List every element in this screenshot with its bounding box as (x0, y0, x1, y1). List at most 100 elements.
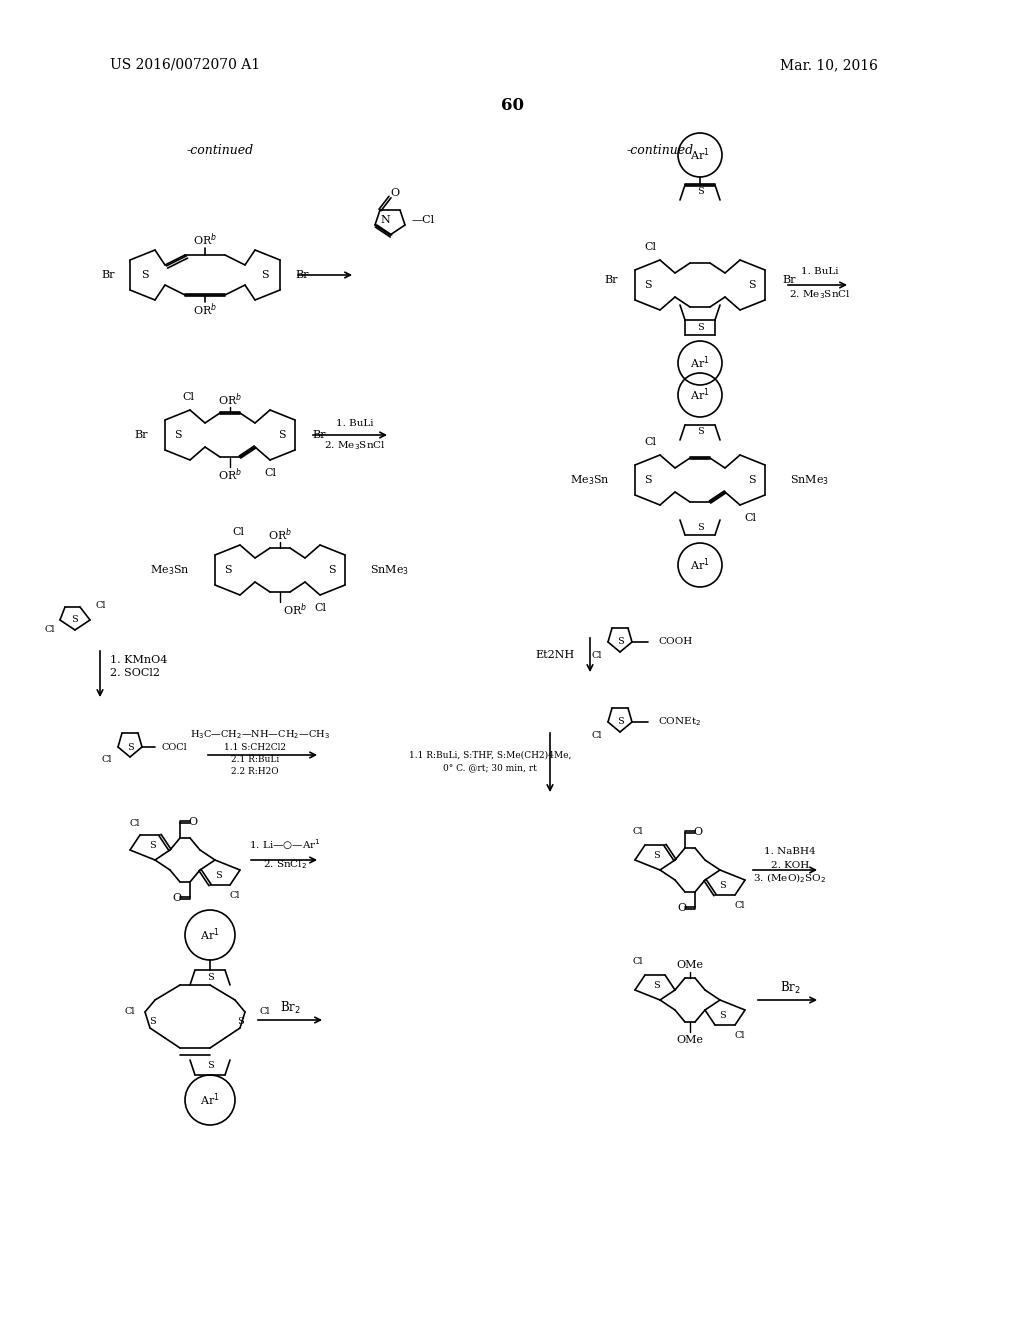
Text: O: O (678, 903, 686, 913)
Text: Br: Br (604, 275, 618, 285)
Text: S: S (653, 981, 660, 990)
Text: OR$^b$: OR$^b$ (218, 467, 242, 483)
Text: 1. BuLi: 1. BuLi (801, 268, 839, 276)
Text: Cl: Cl (229, 891, 241, 900)
Text: Br: Br (134, 430, 148, 440)
Text: Cl: Cl (125, 1007, 135, 1016)
Text: S: S (141, 271, 148, 280)
Text: 60: 60 (501, 96, 523, 114)
Text: OR$^b$: OR$^b$ (193, 232, 217, 248)
Text: S: S (696, 524, 703, 532)
Text: SnMe$_3$: SnMe$_3$ (790, 473, 829, 487)
Text: Me$_3$Sn: Me$_3$Sn (570, 473, 610, 487)
Text: S: S (696, 187, 703, 197)
Text: 1. BuLi: 1. BuLi (336, 418, 374, 428)
Text: COCl: COCl (162, 742, 187, 751)
Text: OR$^b$: OR$^b$ (283, 602, 307, 618)
Text: Me$_3$Sn: Me$_3$Sn (151, 564, 190, 577)
Text: Mar. 10, 2016: Mar. 10, 2016 (780, 58, 878, 73)
Text: S: S (215, 870, 221, 879)
Text: 3. (MeO)$_2$SO$_2$: 3. (MeO)$_2$SO$_2$ (754, 871, 826, 884)
Text: S: S (616, 718, 624, 726)
Text: S: S (174, 430, 182, 440)
Text: 1. KMnO4: 1. KMnO4 (110, 655, 167, 665)
Text: 0° C. @rt; 30 min, rt: 0° C. @rt; 30 min, rt (443, 763, 537, 772)
Text: CONEt$_2$: CONEt$_2$ (658, 715, 701, 729)
Text: S: S (720, 1011, 726, 1019)
Text: S: S (696, 322, 703, 331)
Text: Cl: Cl (633, 957, 643, 966)
Text: Et2NH: Et2NH (536, 649, 574, 660)
Text: Cl: Cl (314, 603, 326, 612)
Text: —Cl: —Cl (412, 215, 435, 224)
Text: 2. SOCl2: 2. SOCl2 (110, 668, 160, 678)
Text: S: S (328, 565, 336, 576)
Text: 2. KOH: 2. KOH (771, 861, 809, 870)
Text: Cl: Cl (232, 527, 244, 537)
Text: S: S (148, 841, 156, 850)
Text: 2. Me$_3$SnCl: 2. Me$_3$SnCl (790, 289, 851, 301)
Text: Br: Br (782, 275, 796, 285)
Text: S: S (696, 428, 703, 437)
Text: Cl: Cl (735, 1031, 745, 1040)
Text: S: S (224, 565, 231, 576)
Text: Ar$^1$: Ar$^1$ (690, 387, 710, 404)
Text: 2.2 R:H2O: 2.2 R:H2O (231, 767, 279, 776)
Text: S: S (207, 1060, 213, 1069)
Text: S: S (749, 475, 756, 484)
Text: Cl: Cl (633, 828, 643, 837)
Text: S: S (653, 850, 660, 859)
Text: O: O (693, 828, 702, 837)
Text: S: S (720, 880, 726, 890)
Text: Br: Br (312, 430, 326, 440)
Text: OR$^b$: OR$^b$ (268, 527, 292, 544)
Text: 1. NaBH4: 1. NaBH4 (764, 847, 816, 857)
Text: Br: Br (295, 271, 308, 280)
Text: Cl: Cl (95, 601, 105, 610)
Text: S: S (644, 475, 652, 484)
Text: Cl: Cl (644, 242, 656, 252)
Text: Cl: Cl (101, 755, 112, 764)
Text: Br$_2$: Br$_2$ (280, 1001, 300, 1016)
Text: 2.1 R:BuLi: 2.1 R:BuLi (230, 755, 280, 764)
Text: Ar$^1$: Ar$^1$ (200, 1092, 220, 1109)
Text: O: O (172, 894, 181, 903)
Text: S: S (237, 1018, 244, 1027)
Text: S: S (72, 615, 79, 624)
Text: Ar$^1$: Ar$^1$ (200, 927, 220, 944)
Text: Cl: Cl (744, 513, 756, 523)
Text: S: S (261, 271, 269, 280)
Text: Cl: Cl (735, 902, 745, 911)
Text: Br: Br (101, 271, 115, 280)
Text: 2. Me$_3$SnCl: 2. Me$_3$SnCl (325, 440, 386, 453)
Text: O: O (188, 817, 198, 828)
Text: 2. SnCl$_2$: 2. SnCl$_2$ (263, 858, 307, 871)
Text: Cl: Cl (592, 651, 602, 660)
Text: OR$^b$: OR$^b$ (193, 302, 217, 318)
Text: 1.1 S:CH2Cl2: 1.1 S:CH2Cl2 (224, 743, 286, 752)
Text: Cl: Cl (182, 392, 194, 403)
Text: -continued: -continued (627, 144, 693, 157)
Text: 1. Li—$\bigcirc$—Ar$^1$: 1. Li—$\bigcirc$—Ar$^1$ (249, 838, 321, 853)
Text: Cl: Cl (260, 1007, 270, 1016)
Text: H$_3$C—CH$_2$—NH—CH$_2$—CH$_3$: H$_3$C—CH$_2$—NH—CH$_2$—CH$_3$ (190, 729, 330, 742)
Text: Cl: Cl (264, 469, 276, 478)
Text: OMe: OMe (677, 1035, 703, 1045)
Text: Cl: Cl (130, 820, 140, 829)
Text: Br$_2$: Br$_2$ (779, 979, 801, 997)
Text: 1.1 R:BuLi, S:THF, S:Me(CH2)4Me,: 1.1 R:BuLi, S:THF, S:Me(CH2)4Me, (409, 751, 571, 759)
Text: N: N (380, 215, 390, 224)
Text: Cl: Cl (44, 626, 55, 635)
Text: S: S (127, 742, 133, 751)
Text: S: S (150, 1018, 157, 1027)
Text: Cl: Cl (592, 730, 602, 739)
Text: S: S (749, 280, 756, 290)
Text: OMe: OMe (677, 960, 703, 970)
Text: Ar$^1$: Ar$^1$ (690, 355, 710, 371)
Text: -continued: -continued (186, 144, 254, 157)
Text: Ar$^1$: Ar$^1$ (690, 147, 710, 164)
Text: SnMe$_3$: SnMe$_3$ (370, 564, 410, 577)
Text: S: S (207, 974, 213, 982)
Text: Cl: Cl (644, 437, 656, 447)
Text: Ar$^1$: Ar$^1$ (690, 557, 710, 573)
